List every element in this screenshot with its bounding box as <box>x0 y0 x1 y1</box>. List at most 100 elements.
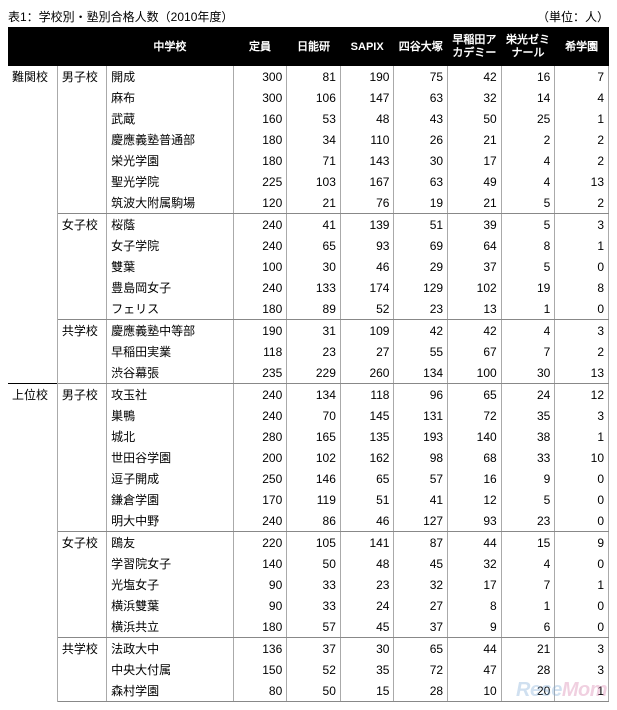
value-cell: 42 <box>448 66 502 87</box>
value-cell: 106 <box>287 87 341 108</box>
value-cell: 51 <box>340 489 394 510</box>
school-cell: 栄光学園 <box>107 150 234 171</box>
value-cell: 0 <box>555 468 609 489</box>
value-cell: 63 <box>394 171 448 192</box>
value-cell: 33 <box>287 595 341 616</box>
capacity-cell: 240 <box>233 214 287 236</box>
value-cell: 30 <box>501 362 555 384</box>
value-cell: 7 <box>501 574 555 595</box>
value-cell: 135 <box>340 426 394 447</box>
tier-cell: 難関校 <box>8 66 57 384</box>
value-cell: 32 <box>394 574 448 595</box>
value-cell: 31 <box>287 320 341 342</box>
value-cell: 13 <box>448 298 502 320</box>
value-cell: 21 <box>448 129 502 150</box>
value-cell: 46 <box>340 510 394 532</box>
capacity-cell: 200 <box>233 447 287 468</box>
value-cell: 50 <box>287 553 341 574</box>
value-cell: 143 <box>340 150 394 171</box>
value-cell: 3 <box>555 214 609 236</box>
value-cell: 42 <box>448 320 502 342</box>
value-cell: 65 <box>287 235 341 256</box>
capacity-cell: 180 <box>233 298 287 320</box>
capacity-cell: 160 <box>233 108 287 129</box>
value-cell: 9 <box>555 532 609 554</box>
value-cell: 139 <box>340 214 394 236</box>
school-cell: 城北 <box>107 426 234 447</box>
capacity-cell: 180 <box>233 150 287 171</box>
value-cell: 13 <box>555 362 609 384</box>
value-cell: 1 <box>501 298 555 320</box>
school-cell: 武蔵 <box>107 108 234 129</box>
value-cell: 68 <box>448 447 502 468</box>
value-cell: 76 <box>340 192 394 214</box>
type-cell: 女子校 <box>57 532 106 638</box>
value-cell: 127 <box>394 510 448 532</box>
value-cell: 162 <box>340 447 394 468</box>
value-cell: 1 <box>555 426 609 447</box>
value-cell: 8 <box>448 595 502 616</box>
value-cell: 131 <box>394 405 448 426</box>
value-cell: 260 <box>340 362 394 384</box>
value-cell: 41 <box>394 489 448 510</box>
value-cell: 193 <box>394 426 448 447</box>
value-cell: 13 <box>555 171 609 192</box>
table-row: 上位校男子校攻玉社24013411896652412 <box>8 384 609 406</box>
value-cell: 63 <box>394 87 448 108</box>
value-cell: 134 <box>287 384 341 406</box>
value-cell: 65 <box>340 468 394 489</box>
type-cell: 男子校 <box>57 66 106 214</box>
value-cell: 7 <box>555 66 609 87</box>
value-cell: 8 <box>555 277 609 298</box>
capacity-cell: 250 <box>233 468 287 489</box>
value-cell: 98 <box>394 447 448 468</box>
value-cell: 86 <box>287 510 341 532</box>
capacity-cell: 240 <box>233 510 287 532</box>
value-cell: 3 <box>555 659 609 680</box>
value-cell: 12 <box>448 489 502 510</box>
value-cell: 48 <box>340 553 394 574</box>
value-cell: 93 <box>448 510 502 532</box>
value-cell: 1 <box>555 574 609 595</box>
value-cell: 32 <box>448 87 502 108</box>
value-cell: 21 <box>287 192 341 214</box>
value-cell: 72 <box>394 659 448 680</box>
school-cell: 光塩女子 <box>107 574 234 595</box>
school-cell: 渋谷幕張 <box>107 362 234 384</box>
tier-cell: 上位校 <box>8 384 57 702</box>
capacity-cell: 80 <box>233 680 287 702</box>
value-cell: 15 <box>340 680 394 702</box>
col-school: 中学校 <box>107 28 234 66</box>
value-cell: 167 <box>340 171 394 192</box>
value-cell: 10 <box>448 680 502 702</box>
value-cell: 51 <box>394 214 448 236</box>
school-cell: 法政大中 <box>107 638 234 660</box>
value-cell: 30 <box>287 256 341 277</box>
value-cell: 5 <box>501 214 555 236</box>
value-cell: 24 <box>340 595 394 616</box>
table-body: 難関校男子校開成300811907542167麻布300106147633214… <box>8 66 609 702</box>
value-cell: 37 <box>287 638 341 660</box>
value-cell: 4 <box>501 553 555 574</box>
capacity-cell: 180 <box>233 129 287 150</box>
value-cell: 35 <box>501 405 555 426</box>
value-cell: 67 <box>448 341 502 362</box>
value-cell: 21 <box>448 192 502 214</box>
col-cram-4: 栄光ゼミナール <box>501 28 555 66</box>
value-cell: 93 <box>340 235 394 256</box>
value-cell: 37 <box>394 616 448 638</box>
value-cell: 45 <box>394 553 448 574</box>
value-cell: 65 <box>448 384 502 406</box>
value-cell: 1 <box>555 108 609 129</box>
capacity-cell: 140 <box>233 553 287 574</box>
value-cell: 133 <box>287 277 341 298</box>
col-cram-0: 日能研 <box>287 28 341 66</box>
capacity-cell: 280 <box>233 426 287 447</box>
capacity-cell: 180 <box>233 616 287 638</box>
value-cell: 110 <box>340 129 394 150</box>
school-cell: 巣鴨 <box>107 405 234 426</box>
value-cell: 19 <box>501 277 555 298</box>
value-cell: 29 <box>394 256 448 277</box>
value-cell: 0 <box>555 616 609 638</box>
value-cell: 3 <box>555 638 609 660</box>
